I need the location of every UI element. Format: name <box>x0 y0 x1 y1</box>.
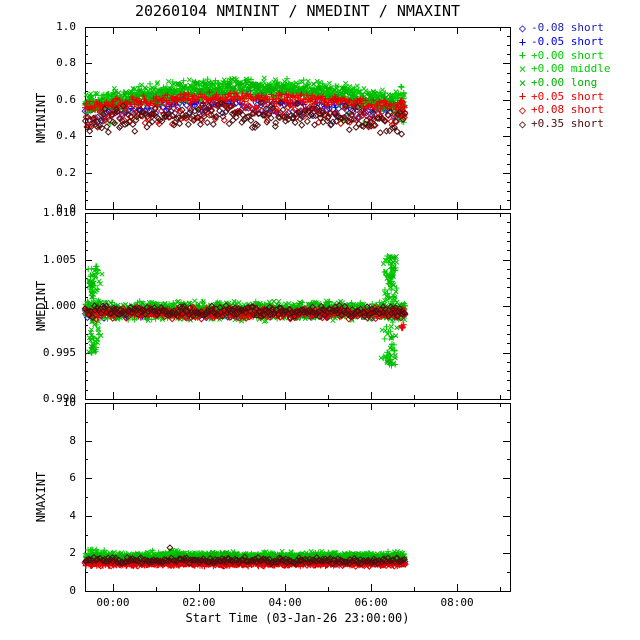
legend-item: × +0.00 middle <box>516 61 611 76</box>
diamond-symbol-icon: ◇ <box>518 102 527 117</box>
x-tick-label: 06:00 <box>354 596 388 609</box>
plus-symbol-icon: + <box>518 89 527 104</box>
y-tick-label: 0.2 <box>56 165 76 179</box>
x-symbol-icon: × <box>518 61 527 76</box>
legend-item: + +0.00 short <box>516 48 610 62</box>
legend: ◇ -0.08 short + -0.05 short + +0.00 short × +0.… <box>516 21 611 131</box>
y-tick-label: 1.010 <box>42 206 76 219</box>
legend-label: -0.08 short <box>531 21 604 35</box>
legend-label: +0.05 short <box>531 89 604 103</box>
legend-item: + +0.05 short <box>516 89 610 103</box>
legend-label: +0.35 short <box>531 117 604 131</box>
y-tick-label: 0 <box>69 584 76 597</box>
y-tick-label: 0.995 <box>42 345 76 359</box>
x-axis-title: Start Time (03-Jan-26 23:00:00) <box>185 611 410 625</box>
y-tick-label: 0.4 <box>56 129 76 143</box>
x-symbol-icon: × <box>518 75 527 90</box>
legend-item: ◇ +0.08 short <box>516 103 610 117</box>
x-tick-label: 08:00 <box>440 596 474 609</box>
chart-title: 20260104 NMININT / NMEDINT / NMAXINT <box>134 2 461 20</box>
diamond-symbol-icon: ◇ <box>518 116 527 131</box>
y-tick-label: 1.0 <box>56 20 76 33</box>
y-tick-label: 10 <box>62 396 76 409</box>
y-tick-label: 2 <box>69 546 76 560</box>
y-tick-label: 0.6 <box>56 92 76 106</box>
legend-item: + -0.05 short <box>516 35 610 49</box>
legend-label: +0.00 long <box>531 76 598 90</box>
y-tick-label: 1.005 <box>42 252 76 266</box>
y-tick-label: 6 <box>69 471 76 485</box>
x-tick-label: 00:00 <box>96 596 130 609</box>
legend-item: ◇ -0.08 short <box>516 21 610 35</box>
y-tick-label: 1.000 <box>42 299 76 312</box>
legend-label: +0.00 short <box>531 48 604 62</box>
y-tick-label: 0.8 <box>56 56 76 70</box>
plus-symbol-icon: + <box>518 48 527 63</box>
legend-label: +0.08 short <box>531 103 604 117</box>
x-tick-label: 02:00 <box>182 596 216 609</box>
y-tick-label: 8 <box>69 433 76 447</box>
y-tick-label: 4 <box>69 508 76 522</box>
x-tick-label: 04:00 <box>268 596 302 609</box>
y-tick-label: 0.0 <box>56 202 76 215</box>
legend-item: ◇ +0.35 short <box>516 117 610 131</box>
plus-symbol-icon: + <box>518 34 527 49</box>
y-tick-label: 0.990 <box>42 392 76 405</box>
diamond-symbol-icon: ◇ <box>518 20 527 35</box>
legend-item: × +0.00 long <box>516 76 610 90</box>
legend-label: -0.05 short <box>531 35 604 49</box>
legend-label: +0.00 middle <box>531 62 611 76</box>
